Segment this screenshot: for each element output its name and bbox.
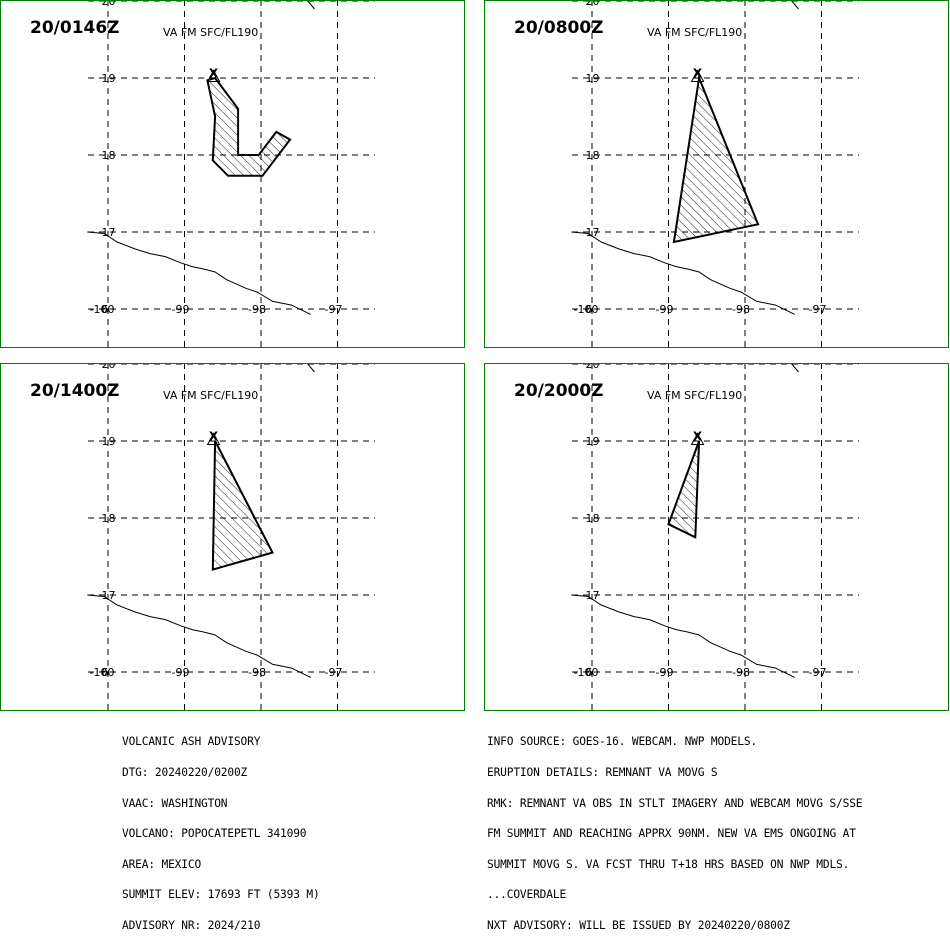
lat-label: 19 bbox=[102, 72, 116, 85]
lat-label: 17 bbox=[586, 589, 600, 602]
lon-label: -98 bbox=[248, 303, 266, 316]
forecast-panel: 20 19 18 17 6 -100 -99 -98 -97 X 20/0800Z VA FM S… bbox=[484, 0, 949, 348]
lon-label: -100 bbox=[574, 303, 599, 316]
panel-time: 20/1400Z bbox=[30, 381, 120, 401]
volcano-triangle-icon bbox=[690, 432, 705, 445]
panel-level: VA FM SFC/FL190 bbox=[647, 389, 743, 402]
coast-fragment bbox=[306, 363, 315, 373]
lon-label: -100 bbox=[574, 666, 599, 679]
lon-label: -100 bbox=[90, 666, 115, 679]
advisory-line: INFO SOURCE: GOES-16. WEBCAM. NWP MODELS… bbox=[487, 735, 758, 749]
lat-label: 17 bbox=[586, 226, 600, 239]
lon-label: -97 bbox=[325, 666, 343, 679]
ash-polygon bbox=[211, 440, 274, 571]
advisory-line: RMK: REMNANT VA OBS IN STLT IMAGERY AND … bbox=[487, 796, 863, 810]
lat-label: 19 bbox=[586, 435, 600, 448]
advisory-info-right: INFO SOURCE: GOES-16. WEBCAM. NWP MODELS… bbox=[487, 717, 863, 941]
forecast-panel: 20 19 18 17 6 -100 -99 -98 -97 X 20/0146Z VA FM S… bbox=[0, 0, 465, 348]
lon-label: -99 bbox=[656, 666, 674, 679]
advisory-line: AREA: MEXICO bbox=[122, 857, 202, 871]
advisory-line: SUMMIT ELEV: 17693 FT (5393 M) bbox=[122, 888, 320, 902]
lat-label: 20 bbox=[102, 363, 116, 371]
advisory-info-left: VOLCANIC ASH ADVISORY DTG: 20240220/0200… bbox=[122, 717, 320, 941]
panel-time: 20/0146Z bbox=[30, 18, 120, 38]
advisory-line: ...COVERDALE bbox=[487, 888, 567, 902]
map-svg: 20 19 18 17 6-100 -99 -98 -97 X bbox=[484, 363, 949, 711]
advisory-line: VAAC: WASHINGTON bbox=[122, 796, 228, 810]
lat-label: 17 bbox=[102, 226, 116, 239]
coast-fragment bbox=[790, 363, 799, 373]
lat-label: 18 bbox=[102, 149, 116, 162]
lat-label: 19 bbox=[102, 435, 116, 448]
ash-polygon bbox=[672, 74, 760, 244]
lon-label: -97 bbox=[809, 303, 827, 316]
advisory-line: ADVISORY NR: 2024/210 bbox=[122, 919, 261, 933]
forecast-panels: 20 19 18 17 6 -100 -99 -98 -97 X 20/0146Z VA FM S… bbox=[0, 0, 949, 711]
volcano-mark: X bbox=[693, 66, 703, 80]
lon-label: -98 bbox=[732, 303, 750, 316]
volcano-triangle-icon bbox=[690, 69, 705, 82]
advisory-line: VOLCANO: POPOCATEPETL 341090 bbox=[122, 827, 307, 841]
lat-label: 20 bbox=[586, 363, 600, 371]
advisory-line: VOLCANIC ASH ADVISORY bbox=[122, 735, 261, 749]
volcano-triangle-icon bbox=[206, 432, 221, 445]
map-svg: 20 19 18 17 6-100 -99 -98 -97 X bbox=[0, 363, 465, 711]
lat-label: 18 bbox=[586, 512, 600, 525]
forecast-panel: 20 19 18 17 6 -100 -99 -98 -97 X 20/2000Z VA FM S… bbox=[484, 363, 949, 711]
lat-label: 18 bbox=[102, 512, 116, 525]
coastline bbox=[87, 594, 311, 678]
panel-level: VA FM SFC/FL190 bbox=[647, 26, 743, 39]
ash-polygon bbox=[206, 76, 292, 177]
panel-time: 20/2000Z bbox=[514, 381, 604, 401]
panel-level: VA FM SFC/FL190 bbox=[163, 389, 259, 402]
panel-border bbox=[484, 363, 949, 711]
lon-label: -99 bbox=[656, 303, 674, 316]
volcano-mark: X bbox=[693, 429, 703, 443]
advisory-line: ERUPTION DETAILS: REMNANT VA MOVG S bbox=[487, 766, 718, 780]
volcano-mark: X bbox=[209, 66, 219, 80]
lon-label: -97 bbox=[325, 303, 343, 316]
lon-label: -98 bbox=[732, 666, 750, 679]
map-svg: 20 19 18 17 6-100 -99 -98 -97 X bbox=[0, 0, 465, 348]
map-svg: 20 19 18 17 6-100 -99 -98 -97 X bbox=[484, 0, 949, 348]
lat-label: 17 bbox=[102, 589, 116, 602]
volcano-triangle-icon bbox=[206, 69, 221, 82]
lat-label: 19 bbox=[586, 72, 600, 85]
coastline bbox=[571, 231, 795, 315]
advisory-line: NXT ADVISORY: WILL BE ISSUED BY 20240220… bbox=[487, 919, 790, 933]
lat-label: 18 bbox=[586, 149, 600, 162]
lat-label: 20 bbox=[102, 0, 116, 8]
volcano-mark: X bbox=[209, 429, 219, 443]
advisory-line: DTG: 20240220/0200Z bbox=[122, 766, 248, 780]
panel-level: VA FM SFC/FL190 bbox=[163, 26, 259, 39]
panel-border bbox=[0, 0, 465, 348]
lon-label: -100 bbox=[90, 303, 115, 316]
lat-label: 6 bbox=[586, 666, 593, 679]
lat-label: 20 bbox=[586, 0, 600, 8]
lon-label: -98 bbox=[248, 666, 266, 679]
coastline bbox=[87, 231, 311, 315]
coast-fragment bbox=[790, 0, 799, 10]
panel-border bbox=[0, 363, 465, 711]
forecast-panel: 20 19 18 17 6 -100 -99 -98 -97 X 20/1400Z VA FM S… bbox=[0, 363, 465, 711]
coastline bbox=[571, 594, 795, 678]
ash-polygon bbox=[667, 440, 701, 539]
panel-border bbox=[484, 0, 949, 348]
lon-label: -99 bbox=[172, 666, 190, 679]
lat-label: 6 bbox=[102, 666, 109, 679]
lon-label: -99 bbox=[172, 303, 190, 316]
lat-label: 6 bbox=[102, 303, 109, 316]
lat-label: 6 bbox=[586, 303, 593, 316]
panel-time: 20/0800Z bbox=[514, 18, 604, 38]
coast-fragment bbox=[306, 0, 315, 10]
lon-label: -97 bbox=[809, 666, 827, 679]
advisory-line: FM SUMMIT AND REACHING APPRX 90NM. NEW V… bbox=[487, 827, 856, 841]
advisory-line: SUMMIT MOVG S. VA FCST THRU T+18 HRS BAS… bbox=[487, 857, 850, 871]
